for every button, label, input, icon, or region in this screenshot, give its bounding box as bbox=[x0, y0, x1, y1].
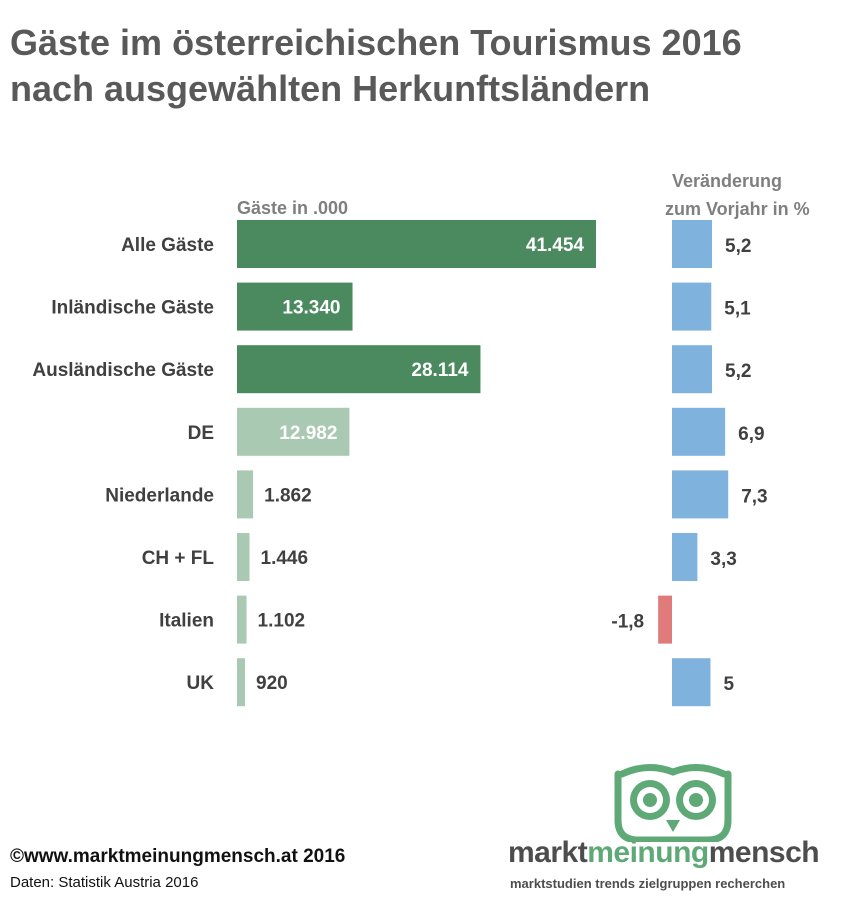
brand-word-markt: markt bbox=[508, 836, 588, 869]
change-bar-positive bbox=[672, 345, 713, 394]
change-value-label: 7,3 bbox=[741, 486, 767, 507]
change-value-label: 6,9 bbox=[738, 424, 764, 445]
guests-bar bbox=[237, 407, 350, 456]
change-value-label: 5,2 bbox=[725, 361, 751, 382]
guests-bar bbox=[237, 282, 353, 331]
brand-name: marktmeinungmensch bbox=[508, 836, 820, 870]
change-bar-positive bbox=[672, 407, 726, 456]
category-label: Niederlande bbox=[105, 485, 214, 506]
change-bar-positive bbox=[672, 533, 698, 581]
owl-icon bbox=[614, 764, 732, 842]
guests-bar bbox=[237, 533, 250, 581]
category-label: DE bbox=[188, 423, 214, 444]
guests-bar bbox=[237, 470, 254, 519]
bar-chart: Gäste in .000 Veränderung zum Vorjahr in %… bbox=[32, 171, 810, 707]
change-value-label: 5,2 bbox=[725, 236, 751, 257]
guests-value-label: 13.340 bbox=[282, 298, 340, 319]
change-bar-positive bbox=[672, 220, 713, 268]
guests-value-label: 41.454 bbox=[526, 235, 585, 256]
title-line-1: Gäste im österreichischen Tourismus 2016 bbox=[10, 22, 742, 63]
category-label: Inländische Gäste bbox=[51, 298, 214, 319]
change-value-label: 3,3 bbox=[710, 549, 736, 570]
guests-value-label: 1.862 bbox=[264, 485, 312, 506]
change-bar-positive bbox=[672, 470, 729, 519]
brand-word-meinung: meinung bbox=[587, 836, 709, 869]
title-line-2: nach ausgewählten Herkunftsländern bbox=[10, 68, 651, 109]
guests-bar bbox=[237, 345, 481, 394]
change-value-label: 5,1 bbox=[724, 299, 751, 320]
change-column-header-line-1: Veränderung bbox=[672, 171, 782, 191]
guests-value-label: 920 bbox=[256, 673, 288, 694]
guests-bar bbox=[237, 220, 596, 268]
category-label: Ausländische Gäste bbox=[32, 360, 214, 381]
category-label: CH + FL bbox=[142, 548, 215, 569]
brand-logo: marktmeinungmensch marktstudien trends z… bbox=[508, 764, 848, 906]
change-column-header-line-2: zum Vorjahr in % bbox=[665, 199, 810, 219]
category-label: Alle Gäste bbox=[121, 235, 214, 256]
guests-value-label: 28.114 bbox=[411, 360, 468, 381]
change-value-label: 5 bbox=[724, 674, 735, 695]
guests-bar bbox=[237, 658, 245, 707]
source-text: Daten: Statistik Austria 2016 bbox=[10, 874, 199, 891]
guests-value-label: 12.982 bbox=[279, 423, 337, 444]
brand-word-mensch: mensch bbox=[708, 836, 820, 869]
change-value-label: -1,8 bbox=[611, 612, 644, 633]
guests-value-label: 1.102 bbox=[258, 611, 306, 632]
guests-column-header: Gäste in .000 bbox=[237, 198, 348, 218]
copyright-text[interactable]: ©www.marktmeinungmensch.at 2016 bbox=[10, 846, 346, 867]
category-label: Italien bbox=[159, 611, 214, 632]
change-bar-negative bbox=[658, 595, 672, 644]
chart-title: Gäste im österreichischen Tourismus 2016… bbox=[10, 20, 850, 112]
change-bar-positive bbox=[672, 282, 712, 331]
guests-value-label: 1.446 bbox=[261, 548, 309, 569]
brand-tagline: marktstudien trends zielgruppen recherch… bbox=[510, 876, 786, 891]
category-label: UK bbox=[187, 673, 215, 694]
change-bar-positive bbox=[672, 658, 711, 707]
guests-bar bbox=[237, 595, 247, 644]
